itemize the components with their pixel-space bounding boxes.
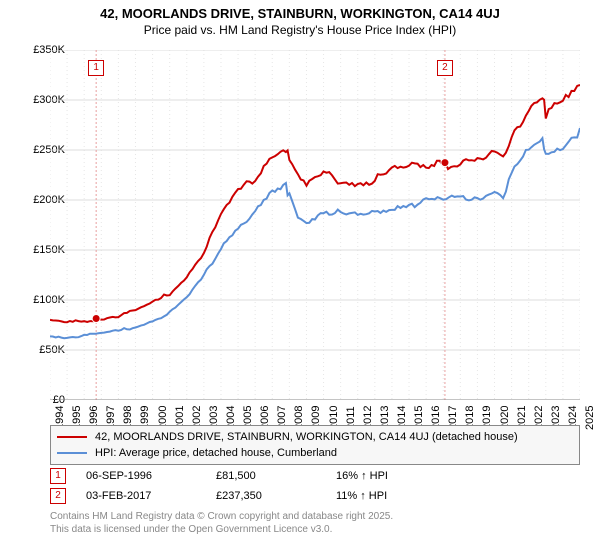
marker-date: 03-FEB-2017 xyxy=(86,490,216,502)
marker-pct: 16% ↑ HPI xyxy=(336,470,446,482)
footer-attribution: Contains HM Land Registry data © Crown c… xyxy=(50,510,393,536)
footer-line1: Contains HM Land Registry data © Crown c… xyxy=(50,510,393,523)
marker-badge-1: 1 xyxy=(50,468,66,484)
marker-pct: 11% ↑ HPI xyxy=(336,490,446,502)
marker-date: 06-SEP-1996 xyxy=(86,470,216,482)
legend-row: 42, MOORLANDS DRIVE, STAINBURN, WORKINGT… xyxy=(57,429,573,445)
legend-label-property: 42, MOORLANDS DRIVE, STAINBURN, WORKINGT… xyxy=(95,431,518,443)
marker-price: £81,500 xyxy=(216,470,336,482)
chart-plot-area xyxy=(50,50,580,400)
chart-marker-badge: 2 xyxy=(437,60,453,76)
title-block: 42, MOORLANDS DRIVE, STAINBURN, WORKINGT… xyxy=(0,0,600,37)
sale-markers-table: 1 06-SEP-1996 £81,500 16% ↑ HPI 2 03-FEB… xyxy=(50,466,446,506)
legend-swatch-property xyxy=(57,436,87,438)
chart-marker-badge: 1 xyxy=(88,60,104,76)
marker-price: £237,350 xyxy=(216,490,336,502)
title-address: 42, MOORLANDS DRIVE, STAINBURN, WORKINGT… xyxy=(0,6,600,21)
title-subtitle: Price paid vs. HM Land Registry's House … xyxy=(0,23,600,37)
marker-row: 1 06-SEP-1996 £81,500 16% ↑ HPI xyxy=(50,466,446,486)
legend-box: 42, MOORLANDS DRIVE, STAINBURN, WORKINGT… xyxy=(50,425,580,465)
chart-svg xyxy=(50,50,580,400)
chart-container: 42, MOORLANDS DRIVE, STAINBURN, WORKINGT… xyxy=(0,0,600,560)
legend-swatch-hpi xyxy=(57,452,87,454)
legend-label-hpi: HPI: Average price, detached house, Cumb… xyxy=(95,447,337,459)
footer-line2: This data is licensed under the Open Gov… xyxy=(50,523,393,536)
x-tick-label: 2025 xyxy=(584,406,596,430)
legend-row: HPI: Average price, detached house, Cumb… xyxy=(57,445,573,461)
marker-badge-2: 2 xyxy=(50,488,66,504)
marker-row: 2 03-FEB-2017 £237,350 11% ↑ HPI xyxy=(50,486,446,506)
